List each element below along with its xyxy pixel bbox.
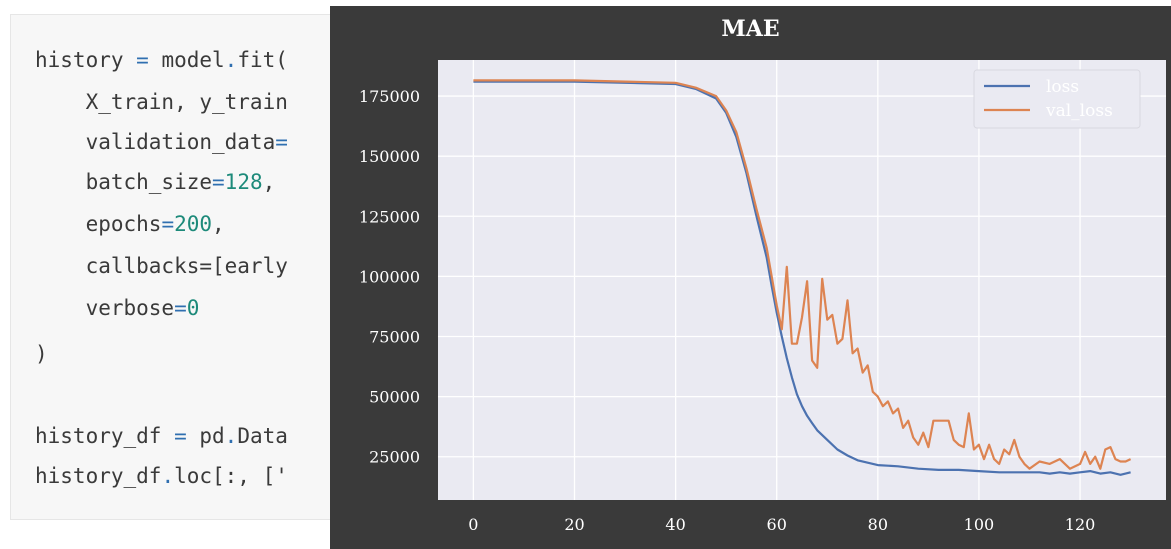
legend: loss val_loss: [973, 69, 1141, 129]
code-token: loc[:, [': [174, 464, 288, 488]
code-token: callbacks=[early: [35, 254, 288, 278]
code-token: pd: [186, 424, 225, 448]
y-tick-label: 50000: [369, 388, 420, 407]
x-tick-label: 100: [964, 515, 995, 534]
code-token: .: [224, 48, 238, 72]
series-line-val-loss: [473, 79, 1132, 470]
code-token: history_df: [35, 424, 175, 448]
series-group: [473, 79, 1132, 476]
code-token: 200: [174, 212, 213, 236]
legend-label: loss: [1046, 77, 1079, 97]
code-token: =: [212, 170, 225, 194]
code-token: history: [35, 48, 137, 72]
x-tick-label: 60: [767, 515, 787, 534]
legend-label: val_loss: [1045, 101, 1113, 121]
y-tick-label: 75000: [369, 328, 420, 347]
code-token: .: [161, 464, 175, 488]
chart-plot: 0 20 40 60 80 100 120 25000 50000 75000 100000 1250…: [359, 60, 1166, 534]
x-tick-label: 120: [1065, 515, 1096, 534]
y-tick-label: 150000: [359, 147, 420, 166]
tick-labels: 0 20 40 60 80 100 120 25000 50000 75000 100000 1250…: [359, 87, 1095, 534]
code-line: history = model.fit(: [35, 47, 288, 73]
code-line: epochs=200,: [35, 211, 225, 237]
code-line: validation_data=: [35, 129, 288, 155]
code-token: .: [224, 424, 238, 448]
code-token: X_train, y_train: [35, 90, 288, 114]
code-line: X_train, y_train: [35, 89, 288, 115]
x-tick-label: 0: [468, 515, 478, 534]
code-line: batch_size=128,: [35, 169, 276, 195]
legend-box: [973, 69, 1141, 129]
code-token: Data: [237, 424, 288, 448]
y-tick-label: 125000: [359, 207, 420, 226]
series-line-loss: [473, 80, 1131, 476]
code-token: ,: [262, 170, 276, 194]
y-tick-label: 25000: [369, 448, 420, 467]
chart-figure: MAE 0 20 40 60 80 100 120 25000 50000 75000 100000…: [330, 6, 1171, 549]
x-tick-label: 20: [564, 515, 584, 534]
code-token: =: [174, 424, 187, 448]
code-token: fit(: [237, 48, 288, 72]
code-token: epochs: [35, 212, 162, 236]
x-tick-label: 40: [665, 515, 685, 534]
grid: [438, 60, 1166, 500]
code-token: 0: [186, 296, 200, 320]
code-token: =: [275, 130, 288, 154]
chart-title: MAE: [721, 16, 780, 42]
code-token: validation_data: [35, 130, 276, 154]
code-token: history_df: [35, 464, 162, 488]
code-line: verbose=0: [35, 295, 200, 321]
code-token: =: [174, 296, 187, 320]
y-tick-label: 175000: [359, 87, 420, 106]
code-token: batch_size: [35, 170, 213, 194]
code-line: history_df.loc[:, [': [35, 463, 288, 489]
code-cell: history = model.fit( X_train, y_train va…: [10, 14, 340, 520]
x-tick-label: 80: [868, 515, 888, 534]
plot-area: [438, 60, 1166, 500]
code-token: =: [136, 48, 149, 72]
y-tick-label: 100000: [359, 267, 420, 286]
code-token: model: [148, 48, 225, 72]
code-line: ): [35, 341, 48, 367]
code-token: ): [35, 342, 48, 366]
code-token: verbose: [35, 296, 175, 320]
code-token: =: [161, 212, 175, 236]
code-line: history_df = pd.Data: [35, 423, 288, 449]
code-line: callbacks=[early: [35, 253, 288, 279]
code-token: ,: [212, 212, 225, 236]
code-token: 128: [224, 170, 263, 194]
